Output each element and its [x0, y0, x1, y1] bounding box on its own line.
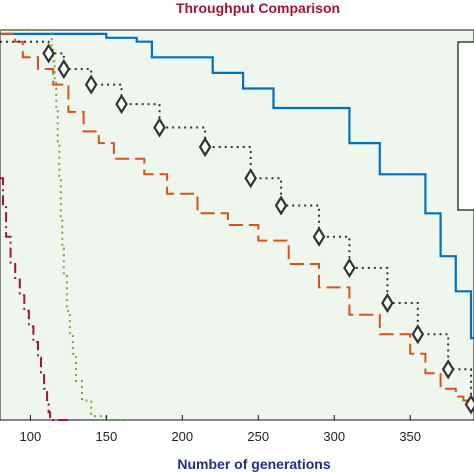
series-3-marker [411, 324, 425, 345]
series-3-marker [198, 136, 212, 158]
series-3-marker [441, 359, 455, 380]
series-line-4 [0, 29, 130, 421]
series-line-1 [0, 32, 474, 340]
x-tick-label: 350 [399, 429, 421, 444]
series-layer [0, 29, 474, 421]
x-tick-label: 250 [247, 429, 269, 444]
series-line-5 [0, 177, 69, 421]
series-3-marker [274, 195, 288, 216]
series-3-marker [312, 226, 326, 247]
series-3-marker [153, 117, 166, 138]
x-tick-label: 150 [95, 429, 117, 444]
series-3-marker [115, 94, 128, 115]
series-3-marker [464, 394, 474, 415]
x-tick-label: 100 [20, 429, 42, 444]
series-line-2 [0, 32, 474, 402]
series-3-marker [343, 257, 356, 278]
marker-layer [42, 43, 474, 415]
series-3-marker [84, 74, 98, 95]
x-axis-label: Number of generations [177, 456, 330, 472]
series-3-marker [57, 58, 71, 80]
legend-box [457, 41, 474, 211]
x-axis-ticks: 100 150 200 250 300 350 [20, 415, 421, 444]
x-tick-label: 300 [323, 429, 345, 444]
series-3-marker [381, 292, 394, 314]
series-line-3 [0, 40, 472, 405]
x-tick-label: 200 [171, 429, 193, 444]
series-3-marker [42, 43, 55, 64]
series-3-marker [244, 168, 257, 189]
chart-title: Throughput Comparison [176, 0, 340, 16]
